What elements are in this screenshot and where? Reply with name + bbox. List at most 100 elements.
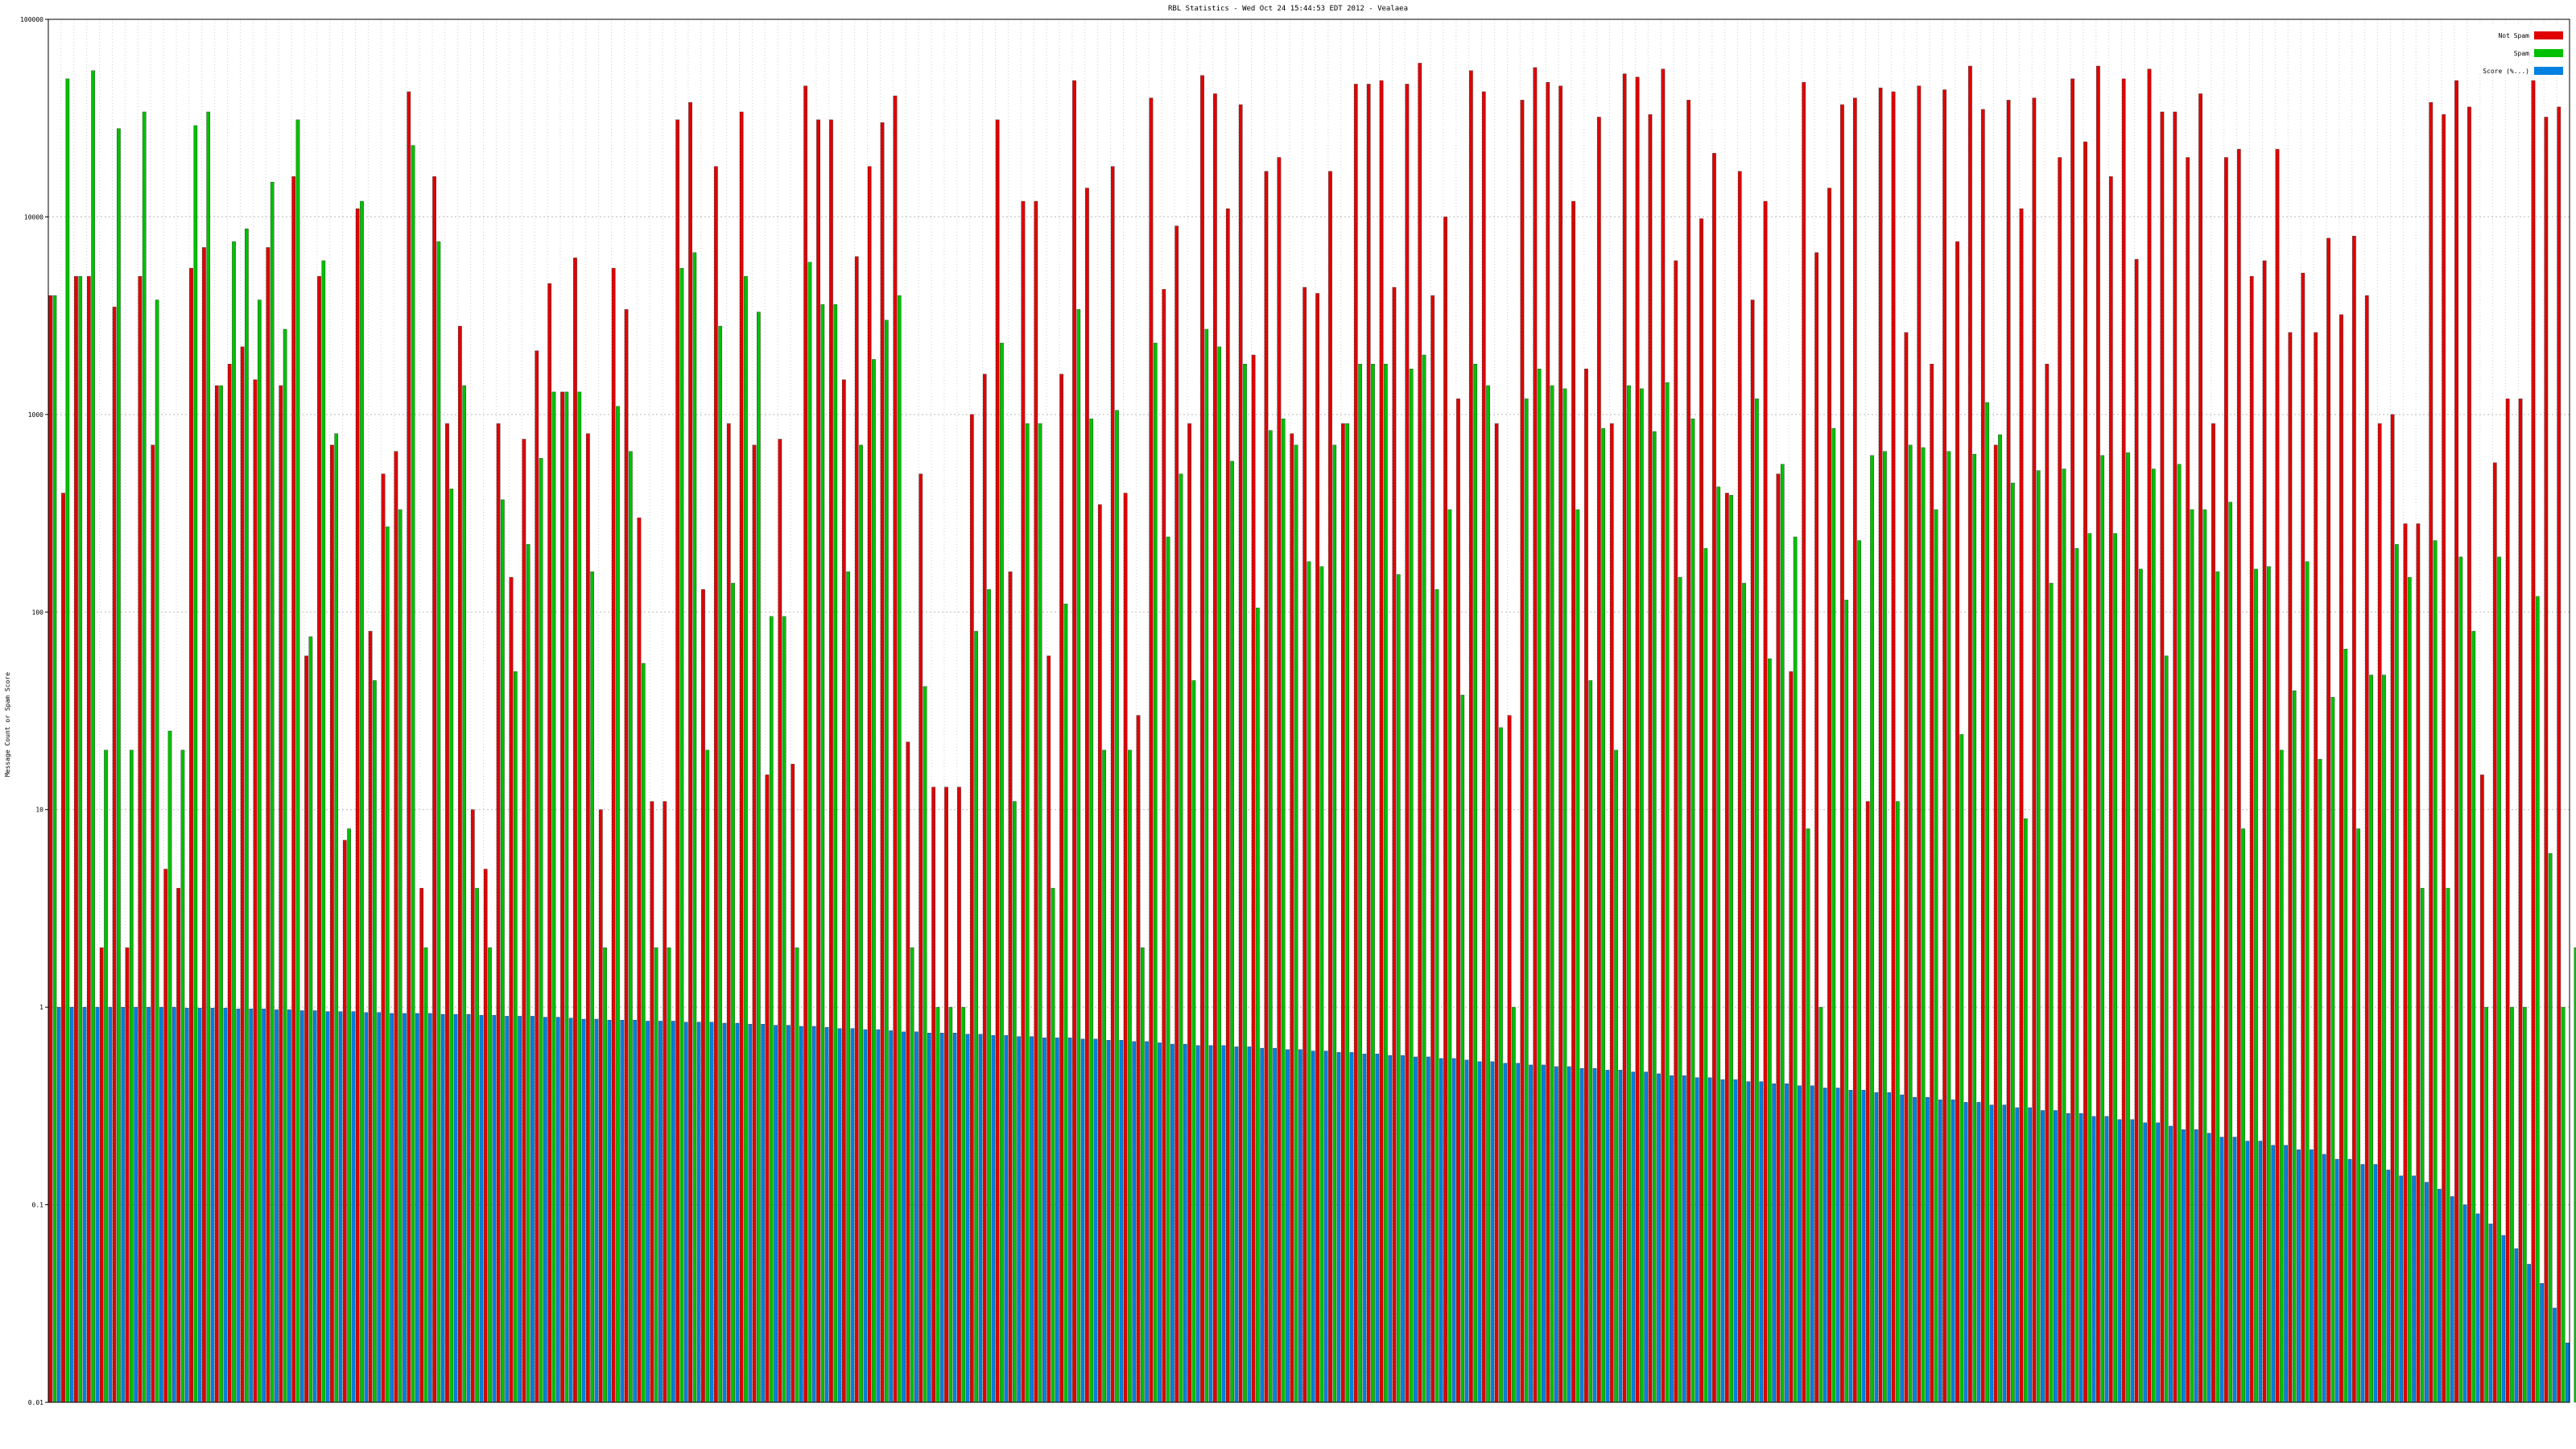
bar-not-spam [803, 85, 808, 1403]
bar-score [1554, 1066, 1558, 1403]
bar-spam [1217, 346, 1222, 1403]
bar-score [159, 1006, 163, 1403]
bar-not-spam [74, 276, 78, 1403]
bar-not-spam [1251, 354, 1256, 1403]
bar-spam [961, 1006, 966, 1403]
bar-score [607, 1020, 612, 1403]
bar-score [2399, 1175, 2404, 1403]
bar-score [2475, 1213, 2480, 1403]
bar-score [171, 1006, 176, 1403]
bar-score [1529, 1064, 1533, 1403]
bar-score [2322, 1154, 2326, 1403]
bar-score [1247, 1046, 1252, 1403]
bar-score [275, 1009, 279, 1403]
bar-not-spam [1328, 171, 1332, 1403]
bar-score [1017, 1036, 1021, 1403]
bar-not-spam [842, 379, 846, 1403]
bar-not-spam [1366, 84, 1371, 1403]
bar-not-spam [1571, 200, 1575, 1403]
y-tick-label: 10 [35, 807, 43, 814]
legend-label: Spam [2514, 50, 2529, 57]
bar-score [1926, 1096, 1930, 1403]
bar-not-spam [163, 869, 168, 1403]
bar-not-spam [1008, 571, 1013, 1403]
bar-spam [2151, 469, 2156, 1403]
bar-score [1682, 1075, 1686, 1403]
bar-not-spam [2505, 398, 2510, 1403]
bar-not-spam [2070, 78, 2074, 1403]
bar-not-spam [1737, 171, 1742, 1403]
bar-spam [2062, 469, 2066, 1403]
bar-not-spam [1456, 398, 1460, 1403]
bar-not-spam [2531, 80, 2536, 1403]
bar-not-spam [624, 309, 629, 1403]
bar-spam [1601, 427, 1606, 1403]
bar-score [492, 1014, 497, 1403]
bar-score [1260, 1047, 1265, 1403]
bar-spam [1550, 385, 1554, 1403]
bar-score [1030, 1036, 1034, 1403]
bar-not-spam [2352, 236, 2356, 1403]
bar-not-spam [1750, 299, 1755, 1403]
bar-not-spam [2275, 149, 2280, 1403]
bar-spam [373, 680, 377, 1403]
y-tick-label: 1000 [28, 411, 43, 419]
bar-spam [564, 391, 569, 1403]
bar-not-spam [176, 888, 180, 1403]
bar-not-spam [1021, 200, 1026, 1403]
bar-spam [1844, 600, 1849, 1403]
bar-score [1208, 1045, 1213, 1403]
bar-not-spam [1968, 65, 1972, 1403]
bar-not-spam [381, 473, 386, 1403]
bar-not-spam [2454, 80, 2458, 1403]
bar-not-spam [1443, 217, 1447, 1403]
bar-not-spam [854, 256, 859, 1403]
bar-spam [1281, 419, 1286, 1403]
bar-spam [78, 276, 83, 1403]
bar-spam [526, 544, 530, 1403]
bar-spam [2049, 583, 2054, 1403]
bar-score [2514, 1248, 2519, 1403]
bar-score [325, 1011, 330, 1403]
bar-spam [948, 1006, 953, 1403]
bar-not-spam [458, 325, 462, 1403]
bar-not-spam [1814, 252, 1818, 1403]
bar-spam [104, 749, 108, 1403]
bar-score [1516, 1063, 1521, 1403]
bar-not-spam [1597, 117, 1601, 1403]
bar-not-spam [304, 655, 308, 1403]
bar-spam [1307, 561, 1311, 1403]
bar-spam [872, 359, 876, 1403]
bar-spam [859, 444, 863, 1403]
bar-not-spam [1481, 91, 1486, 1403]
bar-score [1439, 1058, 1443, 1403]
bar-score [1234, 1046, 1239, 1403]
bar-score [914, 1031, 919, 1403]
bar-not-spam [1405, 84, 1410, 1403]
bar-score [2540, 1283, 2544, 1403]
bar-score [568, 1018, 573, 1403]
bar-not-spam [330, 444, 334, 1403]
bar-not-spam [266, 247, 270, 1403]
bar-not-spam [1520, 100, 1525, 1403]
bar-not-spam [1776, 473, 1781, 1403]
bar-spam [923, 686, 927, 1403]
bar-spam [795, 947, 799, 1403]
bar-score [479, 1014, 484, 1403]
bar-not-spam [535, 350, 539, 1403]
bar-score [1158, 1042, 1162, 1403]
bar-not-spam [765, 774, 770, 1403]
bar-score [2156, 1122, 2160, 1403]
bar-spam [2535, 596, 2540, 1403]
bar-score [2566, 1342, 2570, 1403]
bar-spam [2330, 697, 2335, 1403]
bar-not-spam [1341, 423, 1345, 1403]
bar-score [2310, 1149, 2314, 1403]
bar-score [1989, 1104, 1994, 1403]
bar-not-spam [2108, 176, 2113, 1403]
bar-spam [1524, 398, 1529, 1403]
bar-not-spam [1661, 68, 1666, 1403]
bar-spam [2305, 561, 2310, 1403]
bar-not-spam [112, 307, 117, 1403]
bar-not-spam [1865, 801, 1870, 1403]
